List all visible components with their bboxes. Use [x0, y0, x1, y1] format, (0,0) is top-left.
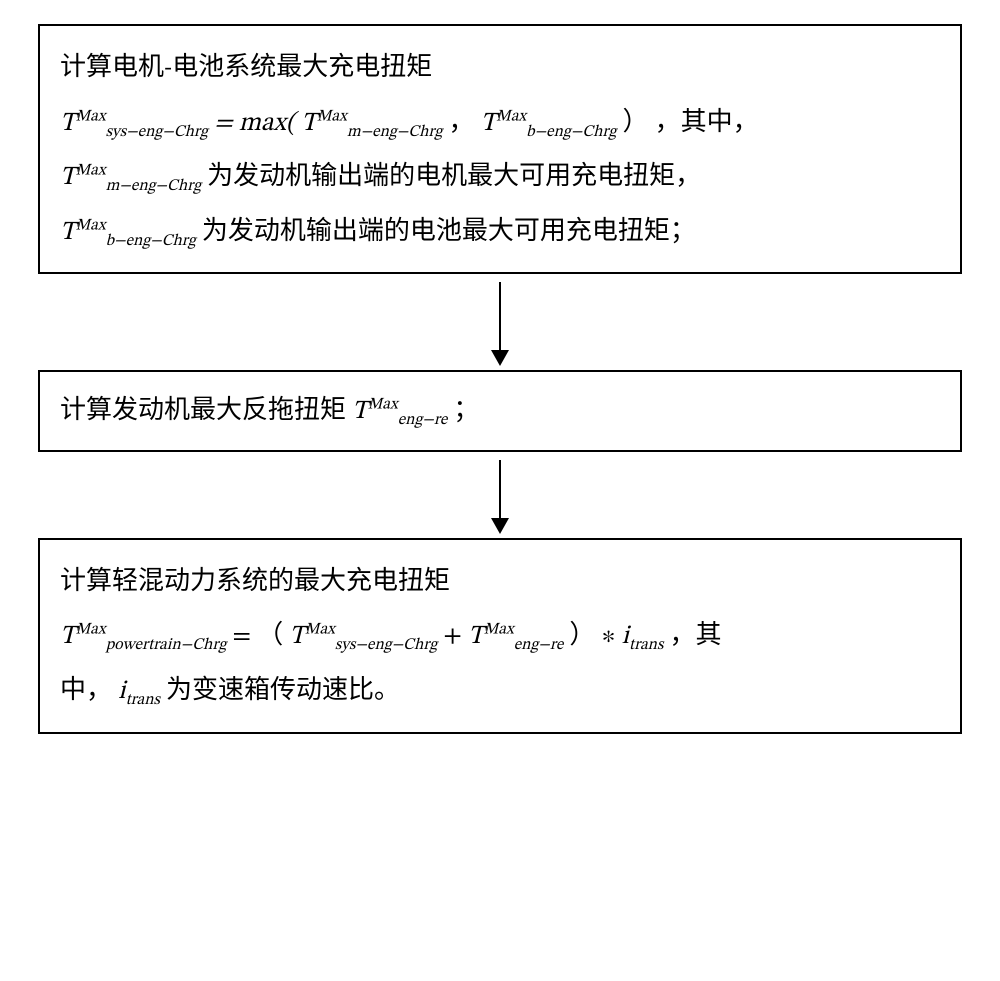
box2-title: 计算发动机最大反拖扭矩 [60, 399, 346, 425]
arrow-shaft [499, 460, 501, 518]
box1-desc1: TMaxm−eng−Chrg 为发动机输出端的电机最大可用充电扭矩， [60, 151, 940, 206]
box1-desc2: TMaxb−eng−Chrg 为发动机输出端的电池最大可用充电扭矩； [60, 206, 940, 261]
arrow-head-icon [491, 518, 509, 534]
flow-node-box3: 计算轻混动力系统的最大充电扭矩 TMaxpowertrain−Chrg = （ … [38, 538, 962, 734]
arrow-shaft [499, 282, 501, 350]
flow-node-box2: 计算发动机最大反拖扭矩 TMaxeng−re ； [38, 370, 962, 451]
box3-title: 计算轻混动力系统的最大充电扭矩 [60, 556, 940, 611]
box3-equation: TMaxpowertrain−Chrg = （ TMaxsys−eng−Chrg… [60, 610, 940, 665]
box1-title: 计算电机-电池系统最大充电扭矩 [60, 42, 940, 97]
flow-arrow-2 [491, 460, 509, 534]
box1-equation: TMaxsys−eng−Chrg = max( TMaxm−eng−Chrg ，… [60, 97, 940, 152]
box3-line3: 中， itrans 为变速箱传动速比。 [60, 665, 940, 720]
arrow-head-icon [491, 350, 509, 366]
flowchart: 计算电机-电池系统最大充电扭矩 TMaxsys−eng−Chrg = max( … [38, 24, 962, 734]
flow-node-box1: 计算电机-电池系统最大充电扭矩 TMaxsys−eng−Chrg = max( … [38, 24, 962, 274]
flow-arrow-1 [491, 282, 509, 366]
